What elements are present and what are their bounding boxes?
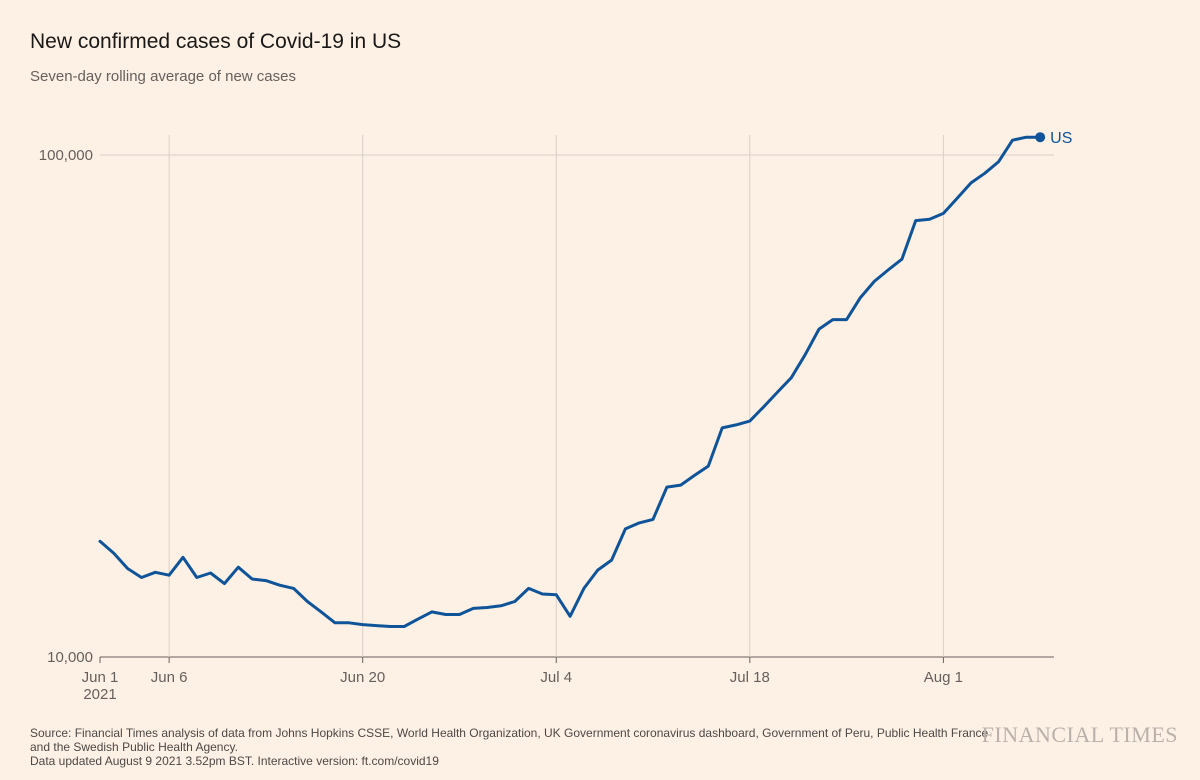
- x-tick-label: Aug 1: [924, 669, 963, 686]
- source-note-line-2: and the Swedish Public Health Agency.: [30, 740, 238, 754]
- chart-footer: Source: Financial Times analysis of data…: [30, 726, 990, 768]
- y-tick-label: 100,000: [39, 147, 93, 164]
- x-tick-label: Jul 18: [730, 669, 770, 686]
- chart-title: New confirmed cases of Covid-19 in US: [30, 30, 402, 53]
- x-tick-label: Jun 20: [340, 669, 385, 686]
- series-line-us: [98, 135, 1042, 628]
- source-note-line-1: Source: Financial Times analysis of data…: [30, 726, 989, 740]
- financial-times-logo: FINANCIAL TIMES: [981, 722, 1178, 747]
- x-tick-sublabel: 2021: [83, 686, 116, 703]
- x-tick-label: Jun 6: [151, 669, 188, 686]
- update-note: Data updated August 9 2021 3.52pm BST. I…: [30, 754, 439, 768]
- y-tick-label: 10,000: [47, 649, 93, 666]
- x-tick-label: Jun 1: [82, 669, 119, 686]
- chart-subtitle: Seven-day rolling average of new cases: [30, 68, 296, 85]
- series-end-marker: [1035, 132, 1046, 143]
- x-tick-label: Jul 4: [540, 669, 572, 686]
- series-end-label: US: [1050, 130, 1072, 147]
